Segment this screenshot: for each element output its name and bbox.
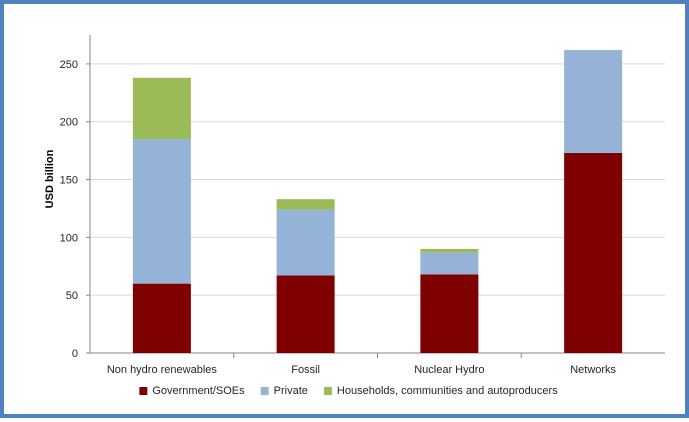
bar-networks-private (564, 50, 623, 153)
legend-swatch-households-communities-and-autoproducers (323, 387, 332, 395)
legend-swatch-government-soes (139, 387, 148, 395)
stacked-bar-chart: 0 50 100 150 200 250 Non hydro renewables Foss… (44, 35, 665, 397)
y-tick-label-200: 200 (60, 117, 78, 129)
legend-label-government-soes: Government/SOEs (152, 385, 245, 397)
bar-fossil-households-communities-and-autoproducers (276, 199, 335, 210)
legend-swatch-private (260, 387, 269, 395)
legend-label-households-communities-and-autoproducers: Households, communities and autoproducer… (337, 385, 558, 397)
bars (132, 50, 623, 353)
y-tick-label-100: 100 (60, 232, 78, 244)
y-axis-label: USD billion (44, 149, 56, 208)
y-tick-labels: 0 50 100 150 200 250 (60, 59, 78, 360)
x-category-labels: Non hydro renewables Fossil Nuclear Hydro N… (107, 364, 617, 376)
bar-nuclear-hydro-private (420, 252, 479, 275)
bar-nuclear-hydro-government-soes (420, 274, 479, 353)
bar-non-hydro-renewables-households-communities-and-autoproducers (132, 77, 191, 140)
bar-non-hydro-renewables-government-soes (132, 283, 191, 353)
legend-label-private: Private (274, 385, 308, 397)
y-tick-label-150: 150 (60, 175, 78, 187)
x-category-label-networks: Networks (570, 364, 616, 376)
y-tick-label-250: 250 (60, 59, 78, 71)
legend: Government/SOEs Private Households, commun… (139, 385, 558, 397)
bar-nuclear-hydro-households-communities-and-autoproducers (420, 248, 479, 253)
x-category-label-nuclear-hydro: Nuclear Hydro (414, 364, 484, 376)
y-tick-label-0: 0 (72, 348, 78, 360)
x-category-label-non-hydro-renewables: Non hydro renewables (107, 364, 218, 376)
bar-non-hydro-renewables-private (132, 139, 191, 284)
x-category-label-fossil: Fossil (291, 364, 320, 376)
bar-fossil-private (276, 209, 335, 276)
y-tick-label-50: 50 (66, 290, 78, 302)
bar-fossil-government-soes (276, 275, 335, 353)
bar-networks-government-soes (564, 152, 623, 353)
